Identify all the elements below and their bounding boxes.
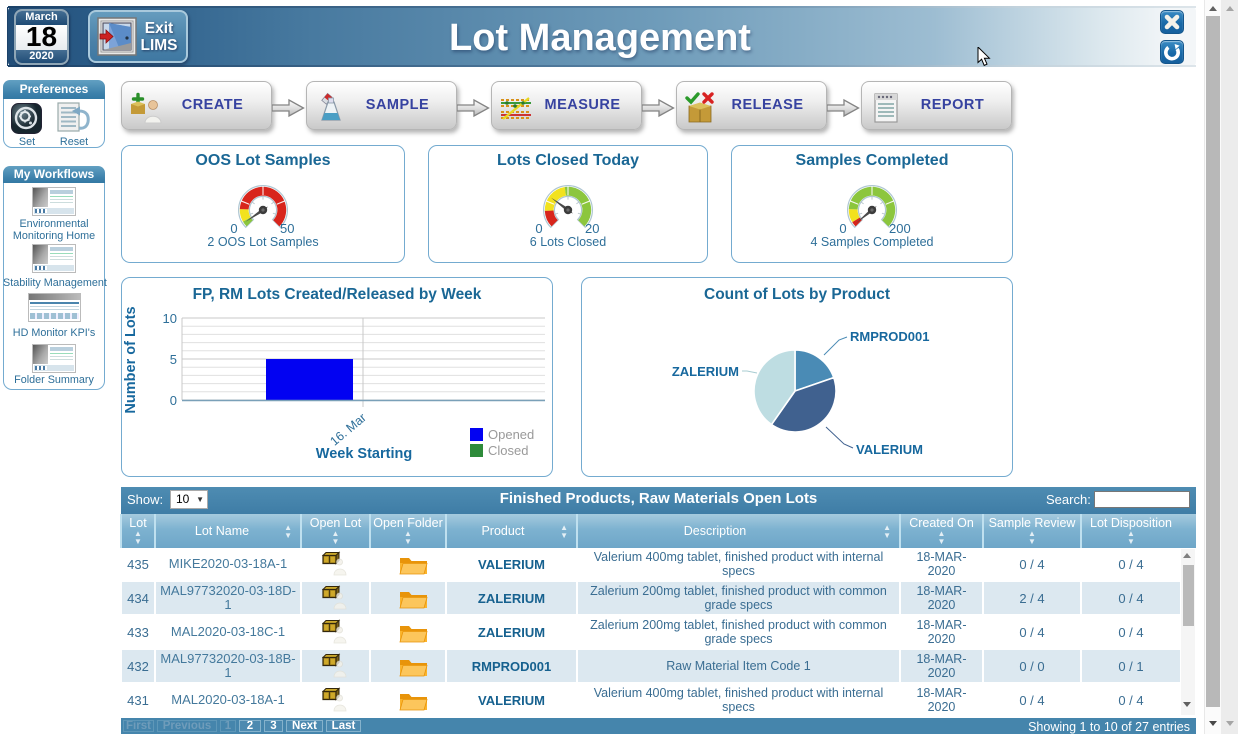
svg-text:5: 5 — [170, 352, 177, 367]
svg-text:Week Starting: Week Starting — [316, 446, 412, 462]
svg-text:10: 10 — [163, 311, 177, 326]
svg-text:Closed: Closed — [488, 443, 528, 458]
svg-text:16. Mar: 16. Mar — [327, 411, 368, 449]
svg-text:Number of Lots: Number of Lots — [123, 306, 139, 413]
svg-text:0: 0 — [170, 393, 177, 408]
svg-text:Opened: Opened — [488, 427, 534, 442]
svg-text:VALERIUM: VALERIUM — [856, 442, 923, 457]
svg-text:RMPROD001: RMPROD001 — [850, 329, 929, 344]
svg-text:ZALERIUM: ZALERIUM — [672, 364, 739, 379]
